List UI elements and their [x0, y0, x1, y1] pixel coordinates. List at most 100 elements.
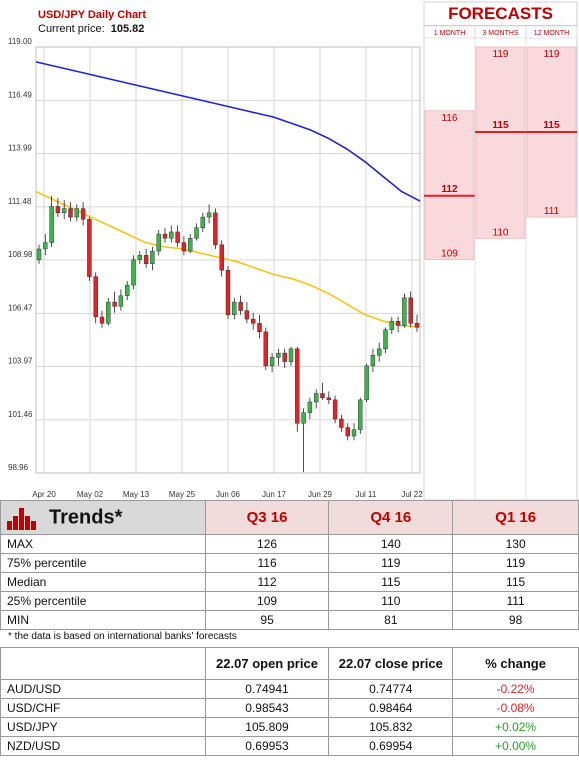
forecast-col-label: 12 MONTH — [534, 30, 569, 37]
cell-value: 116 — [204, 553, 330, 573]
candle — [200, 212, 206, 232]
candle — [74, 204, 80, 222]
candle — [370, 348, 376, 373]
candle-body — [93, 276, 98, 318]
candle — [106, 297, 111, 326]
x-tick-label: Apr 20 — [32, 490, 56, 499]
candle-body — [225, 270, 231, 316]
price-header-blank — [0, 647, 206, 680]
candle — [49, 195, 54, 247]
trends-row-max: MAX 126 140 130 — [0, 534, 579, 554]
trends-row-min: MIN 95 81 98 — [0, 610, 579, 630]
candle-body — [288, 348, 294, 362]
forecast-col-label: 3 MONTHS — [482, 30, 519, 37]
candle-body — [80, 208, 86, 220]
forecast-range-box — [475, 46, 526, 239]
y-tick-label: 119.00 — [8, 37, 32, 46]
candle-body — [358, 399, 363, 430]
price-header-row: 22.07 open price 22.07 close price % cha… — [0, 647, 579, 680]
y-tick-label: 98.96 — [8, 463, 29, 472]
trends-header-q1: Q1 16 — [452, 500, 579, 535]
candle — [345, 423, 350, 441]
row-label: 25% percentile — [0, 591, 206, 611]
trends-footnote: * the data is based on international ban… — [8, 631, 237, 642]
candle-body — [395, 321, 401, 326]
candle — [320, 382, 325, 400]
y-tick-label: 101.46 — [8, 410, 33, 419]
candle-body — [339, 418, 344, 428]
open-price: 105.809 — [204, 717, 330, 737]
trends-header-row: Trends* Q3 16 Q4 16 Q1 16 — [0, 500, 579, 535]
candle-body — [345, 427, 350, 437]
candle — [36, 244, 42, 264]
open-price: 0.69953 — [204, 736, 330, 756]
open-price: 0.74941 — [204, 679, 330, 699]
candle-body — [213, 212, 218, 245]
candle — [414, 314, 420, 332]
cell-value: 95 — [204, 610, 330, 630]
pair-label: AUD/USD — [0, 679, 206, 699]
forecast-min-label: 109 — [441, 249, 458, 260]
candle — [169, 225, 174, 243]
x-tick-label: Jun 29 — [308, 490, 333, 499]
trends-row-75-percentile: 75% percentile 116 119 119 — [0, 553, 579, 573]
y-tick-label: 108.98 — [8, 250, 33, 259]
candle — [238, 295, 243, 315]
forecast-min-label: 110 — [493, 227, 509, 238]
candle-body — [118, 295, 124, 307]
close-price: 0.69954 — [328, 736, 454, 756]
candle-body — [62, 208, 67, 214]
x-tick-label: Jul 11 — [356, 490, 377, 499]
x-tick-label: Jul 22 — [401, 490, 423, 499]
cell-value: 112 — [204, 572, 330, 592]
candle — [143, 248, 149, 269]
bar-chart-icon — [7, 506, 37, 530]
open-price: 0.98543 — [204, 698, 330, 718]
candle — [181, 236, 187, 256]
candle — [364, 363, 369, 402]
candle — [244, 302, 250, 324]
forecast-median-label: 115 — [492, 120, 509, 131]
candle — [131, 255, 136, 290]
candle — [194, 223, 199, 241]
row-label: 75% percentile — [0, 553, 206, 573]
candle-body — [364, 365, 369, 401]
candle-body — [244, 310, 250, 320]
candle — [250, 312, 256, 330]
candle-body — [301, 412, 306, 424]
candle-body — [74, 208, 80, 218]
candle — [137, 251, 143, 264]
current-price-value: 105.82 — [111, 23, 145, 35]
candle — [99, 310, 105, 328]
candle — [162, 227, 168, 243]
price-row-audusd: AUD/USD 0.74941 0.74774 -0.22% — [0, 679, 579, 699]
candle-body — [206, 212, 212, 218]
candle-body — [383, 329, 388, 350]
cell-value: 81 — [328, 610, 454, 630]
candle — [187, 234, 193, 254]
forecast-col-label: 1 MONTH — [434, 30, 466, 37]
price-row-nzdusd: NZD/USD 0.69953 0.69954 +0.00% — [0, 736, 579, 756]
candle-body — [150, 250, 155, 265]
candle — [232, 297, 237, 320]
candle-body — [238, 301, 243, 311]
candle — [68, 202, 73, 222]
price-header-change: % change — [452, 647, 579, 680]
candle — [282, 348, 287, 368]
candle-body — [162, 233, 168, 239]
candle-body — [143, 255, 149, 265]
forecast-range-box — [424, 110, 475, 260]
candle-body — [219, 244, 224, 271]
price-header-close: 22.07 close price — [328, 647, 454, 680]
cell-value: 110 — [328, 591, 454, 611]
x-tick-label: Jun 17 — [262, 490, 287, 499]
candle-body — [351, 429, 357, 437]
candle-body — [124, 284, 130, 296]
candle-body — [156, 233, 161, 252]
candle — [112, 291, 117, 313]
candle-body — [377, 348, 382, 356]
candle — [87, 217, 92, 281]
candle-body — [250, 318, 256, 324]
percent-change: -0.22% — [452, 679, 579, 699]
candle — [389, 316, 394, 334]
